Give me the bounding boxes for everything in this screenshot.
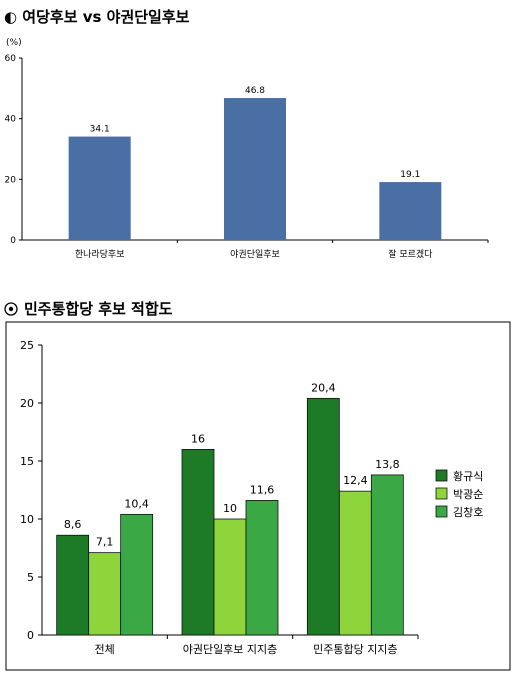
chart2-category-label: 야권단일후보 지지층 bbox=[183, 642, 278, 656]
chart1-ytick-label: 60 bbox=[5, 54, 17, 64]
chart2-data-label: 10 bbox=[223, 502, 237, 515]
chart2-ytick-label: 25 bbox=[20, 339, 34, 352]
chart2-data-label: 12,4 bbox=[343, 474, 368, 487]
chart2-bar bbox=[338, 490, 372, 636]
chart1-ytick-label: 0 bbox=[10, 236, 16, 246]
chart2-legend-label: 박광순 bbox=[453, 488, 483, 501]
chart2-bar bbox=[181, 448, 215, 636]
chart2-bar bbox=[88, 552, 122, 636]
chart2-data-label: 13,8 bbox=[375, 458, 400, 471]
chart2-bar bbox=[306, 397, 340, 636]
chart2-data-label: 7,1 bbox=[96, 536, 114, 549]
chart1-bar bbox=[68, 136, 131, 240]
chart2-legend-swatch bbox=[435, 469, 448, 482]
chart2-bar bbox=[213, 518, 247, 636]
chart2-ytick-label: 10 bbox=[20, 513, 34, 526]
chart2-data-label: 10,4 bbox=[124, 497, 149, 510]
chart2-bar bbox=[56, 534, 90, 636]
chart2-data-label: 11,6 bbox=[250, 483, 275, 496]
chart1-unit: (%) bbox=[6, 38, 22, 48]
chart1-category-label: 잘 모르겠다 bbox=[388, 248, 433, 260]
target-icon bbox=[4, 300, 18, 318]
chart2-ytick-label: 0 bbox=[27, 629, 34, 642]
chart2-bar bbox=[245, 500, 279, 636]
chart1-bar bbox=[379, 182, 442, 240]
chart2-ytick-label: 5 bbox=[27, 571, 34, 584]
chart2-data-label: 16 bbox=[191, 432, 205, 445]
chart2-legend-swatch bbox=[435, 505, 448, 518]
chart1: (%) 0 20 40 60 34.1 한나라당후보 46.8 야권단일후보 19.1 잘 모르겠… bbox=[5, 38, 489, 260]
chart1-data-label: 34.1 bbox=[90, 125, 110, 135]
chart2-ytick-label: 20 bbox=[20, 397, 34, 410]
chart2-category-label: 전체 bbox=[95, 643, 115, 656]
chart2-ytick-label: 15 bbox=[20, 455, 34, 468]
chart1-bar bbox=[224, 98, 286, 240]
chart2-data-label: 8,6 bbox=[64, 518, 82, 531]
chart2-legend-label: 김창호 bbox=[453, 506, 483, 519]
chart1-data-label: 46.8 bbox=[245, 86, 265, 96]
chart2-bar bbox=[120, 513, 154, 636]
chart1-category-label: 야권단일후보 bbox=[230, 248, 280, 260]
chart2-legend-label: 황규식 bbox=[453, 470, 483, 483]
chart1-ytick-label: 20 bbox=[5, 175, 17, 185]
chart1-ytick-label: 40 bbox=[5, 115, 17, 125]
chart1-title: ◐ 여당후보 vs 야권단일후보 bbox=[4, 8, 190, 26]
chart2-legend-swatch bbox=[435, 487, 448, 500]
chart1-category-label: 한나라당후보 bbox=[75, 249, 125, 260]
chart1-data-label: 19.1 bbox=[400, 170, 420, 180]
chart2-frame bbox=[5, 321, 511, 671]
chart2-bar bbox=[370, 474, 404, 636]
chart2-data-label: 20,4 bbox=[311, 381, 336, 394]
chart2-title: 민주통합당 후보 적합도 bbox=[4, 298, 172, 319]
chart2-category-label: 민주통합당 지지층 bbox=[313, 643, 397, 656]
